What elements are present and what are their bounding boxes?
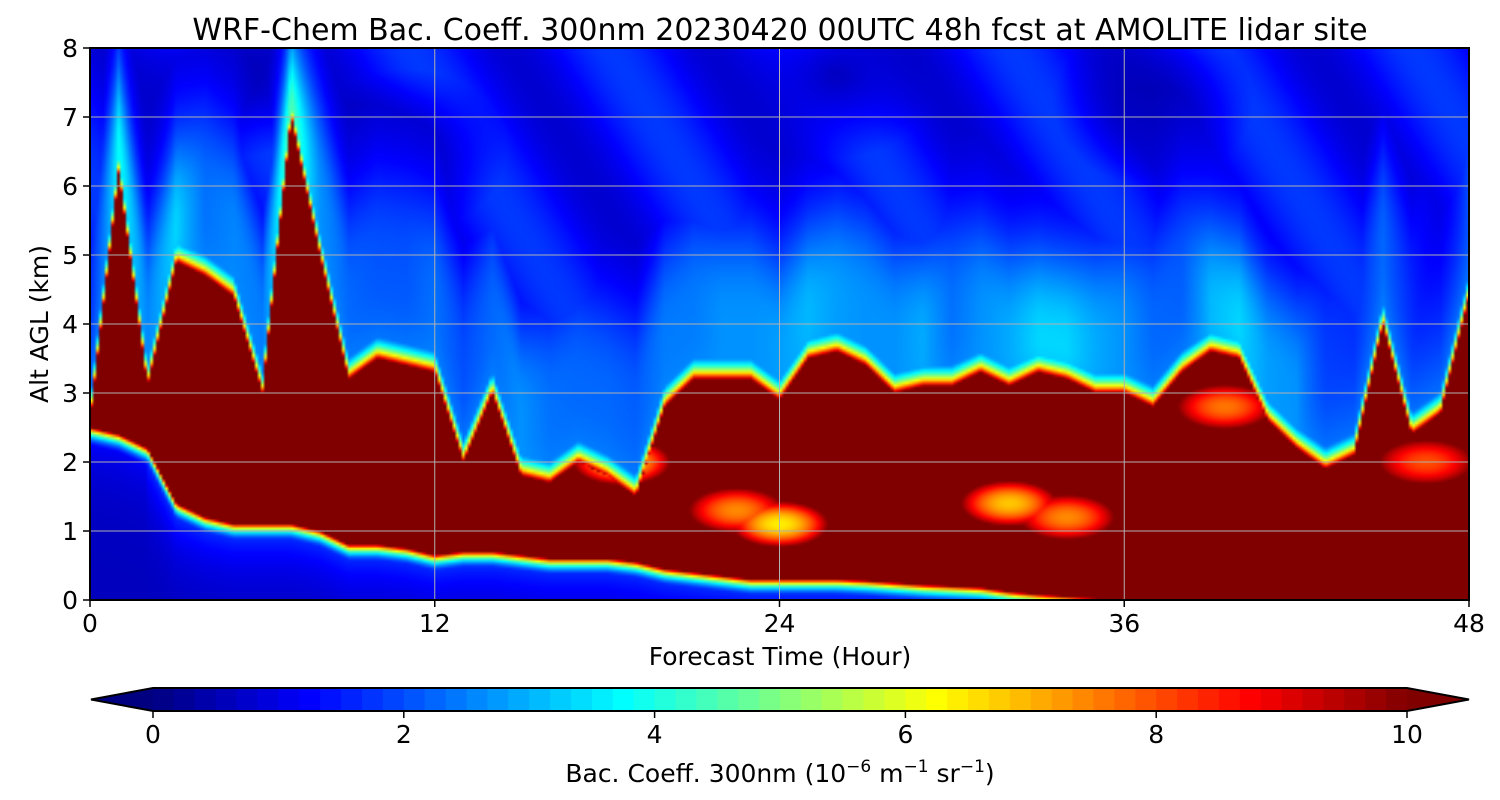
colorbar-swatch <box>780 688 802 711</box>
x-tick-label: 48 <box>1453 609 1485 638</box>
colorbar-ticks: 0 2 4 6 8 10 <box>145 711 1423 749</box>
colorbar-swatch <box>173 688 196 711</box>
x-tick-label: 12 <box>419 609 451 638</box>
colorbar-swatch <box>529 688 551 711</box>
colorbar-label-part: Bac. Coeff. 300nm (10 <box>565 759 846 788</box>
colorbar-swatch <box>1093 688 1115 711</box>
colorbar-swatch <box>1344 688 1366 711</box>
colorbar-swatch <box>1072 688 1095 711</box>
colorbar-label-part: ) <box>985 759 995 788</box>
colorbar-swatch <box>257 688 279 711</box>
colorbar-swatch <box>989 688 1011 711</box>
colorbar-swatch <box>466 688 488 711</box>
y-axis: 0 1 2 3 4 5 6 7 8 <box>62 34 90 615</box>
colorbar-swatch <box>571 688 593 711</box>
colorbar-tick-label: 2 <box>396 720 412 749</box>
colorbar-swatch <box>424 688 447 711</box>
y-tick-label: 6 <box>62 172 78 201</box>
colorbar-swatch <box>1281 688 1304 711</box>
colorbar-swatch <box>550 688 572 711</box>
colorbar-swatch <box>1177 688 1199 711</box>
colorbar-swatch <box>947 688 969 711</box>
colorbar-tick-label: 6 <box>897 720 913 749</box>
chart-title: WRF-Chem Bac. Coeff. 300nm 20230420 00UT… <box>192 13 1367 48</box>
colorbar-swatch <box>299 688 321 711</box>
x-tick-label: 36 <box>1108 609 1140 638</box>
colorbar-swatch <box>403 688 426 711</box>
colorbar-swatch <box>926 688 948 711</box>
y-tick-label: 2 <box>62 448 78 477</box>
colorbar-swatch <box>800 688 823 711</box>
colorbar-swatch <box>341 688 363 711</box>
colorbar-swatch <box>884 688 906 711</box>
grid-lines <box>90 48 1469 600</box>
colorbar-swatch <box>1198 688 1220 711</box>
colorbar-swatch <box>362 688 384 711</box>
colorbar-swatch <box>194 688 217 711</box>
y-tick-label: 1 <box>62 517 78 546</box>
colorbar-max-extension <box>1407 688 1469 711</box>
colorbar-swatch <box>1051 688 1074 711</box>
colorbar-label-part: sr <box>929 759 961 788</box>
colorbar-tick-label: 8 <box>1148 720 1164 749</box>
colorbar-swatch <box>1260 688 1283 711</box>
colorbar-min-extension <box>91 688 153 711</box>
x-tick-label: 0 <box>82 609 98 638</box>
colorbar-swatch <box>738 688 760 711</box>
colorbar-swatch <box>842 688 865 711</box>
y-tick-label: 3 <box>62 379 78 408</box>
colorbar-swatch <box>487 688 509 711</box>
colorbar-tick-label: 4 <box>647 720 663 749</box>
y-tick-label: 8 <box>62 34 78 63</box>
colorbar-swatch <box>153 688 175 711</box>
colorbar-swatch <box>1239 688 1262 711</box>
colorbar-swatch <box>382 688 405 711</box>
colorbar-swatch <box>1135 688 1157 711</box>
y-axis-label: Alt AGL (km) <box>25 245 54 403</box>
colorbar-swatch <box>320 688 342 711</box>
colorbar-label-part: m <box>871 759 903 788</box>
y-tick-label: 4 <box>62 310 78 339</box>
colorbar-swatch <box>1114 688 1136 711</box>
colorbar-label-exponent: −1 <box>960 757 985 777</box>
x-tick-label: 24 <box>764 609 796 638</box>
y-tick-label: 7 <box>62 103 78 132</box>
colorbar-swatch <box>1156 688 1178 711</box>
colorbar-swatch <box>675 688 697 711</box>
colorbar-swatch <box>445 688 468 711</box>
colorbar-swatch <box>278 688 300 711</box>
colorbar-swatch <box>236 688 259 711</box>
colorbar-swatch <box>905 688 927 711</box>
colorbar-swatch <box>591 688 614 711</box>
colorbar-swatch <box>215 688 238 711</box>
colorbar-swatch <box>612 688 635 711</box>
colorbar-swatch <box>1009 688 1032 711</box>
colorbar-swatch <box>759 688 781 711</box>
colorbar-swatch <box>821 688 844 711</box>
colorbar-swatch <box>1386 688 1408 711</box>
colorbar <box>90 687 1470 712</box>
colorbar-swatch <box>696 688 718 711</box>
colorbar-swatch <box>717 688 739 711</box>
colorbar-swatch <box>1302 688 1324 711</box>
colorbar-swatch <box>1365 688 1387 711</box>
colorbar-label: Bac. Coeff. 300nm (10−6 m−1 sr−1) <box>565 757 994 788</box>
colorbar-swatch <box>654 688 677 711</box>
colorbar-swatch <box>508 688 530 711</box>
x-axis-label: Forecast Time (Hour) <box>649 642 912 671</box>
colorbar-swatch <box>863 688 886 711</box>
colorbar-swatch <box>1030 688 1053 711</box>
colorbar-label-exponent: −1 <box>904 757 929 777</box>
colorbar-tick-label: 0 <box>145 720 161 749</box>
colorbar-swatch <box>1323 688 1345 711</box>
colorbar-tick-label: 10 <box>1391 720 1423 749</box>
colorbar-swatch <box>1218 688 1241 711</box>
colorbar-label-exponent: −6 <box>846 757 871 777</box>
colorbar-swatch <box>633 688 656 711</box>
y-tick-label: 0 <box>62 586 78 615</box>
colorbar-swatch <box>968 688 990 711</box>
y-tick-label: 5 <box>62 241 78 270</box>
x-axis: 0 12 24 36 48 <box>82 600 1485 638</box>
